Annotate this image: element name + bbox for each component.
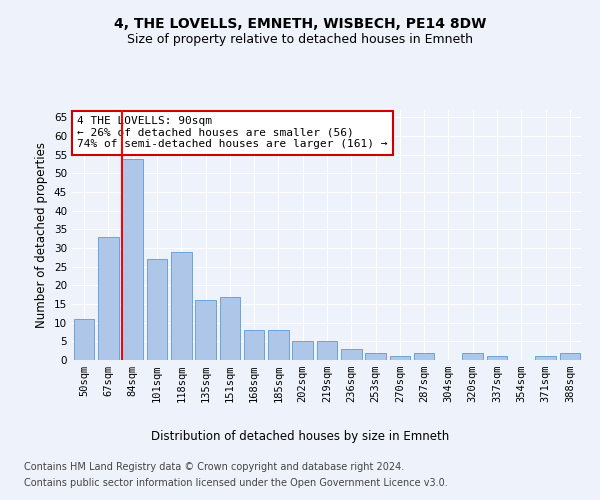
Bar: [268, 330, 289, 360]
Y-axis label: Number of detached properties: Number of detached properties: [35, 142, 49, 328]
Bar: [365, 352, 386, 360]
Bar: [560, 352, 580, 360]
Bar: [122, 158, 143, 360]
Bar: [487, 356, 508, 360]
Bar: [98, 237, 119, 360]
Text: 4 THE LOVELLS: 90sqm
← 26% of detached houses are smaller (56)
74% of semi-detac: 4 THE LOVELLS: 90sqm ← 26% of detached h…: [77, 116, 388, 150]
Bar: [414, 352, 434, 360]
Bar: [317, 342, 337, 360]
Text: Contains public sector information licensed under the Open Government Licence v3: Contains public sector information licen…: [24, 478, 448, 488]
Bar: [195, 300, 216, 360]
Bar: [341, 349, 362, 360]
Bar: [535, 356, 556, 360]
Text: Size of property relative to detached houses in Emneth: Size of property relative to detached ho…: [127, 32, 473, 46]
Text: Distribution of detached houses by size in Emneth: Distribution of detached houses by size …: [151, 430, 449, 443]
Bar: [292, 342, 313, 360]
Bar: [244, 330, 265, 360]
Bar: [220, 296, 240, 360]
Bar: [389, 356, 410, 360]
Text: Contains HM Land Registry data © Crown copyright and database right 2024.: Contains HM Land Registry data © Crown c…: [24, 462, 404, 472]
Text: 4, THE LOVELLS, EMNETH, WISBECH, PE14 8DW: 4, THE LOVELLS, EMNETH, WISBECH, PE14 8D…: [114, 18, 486, 32]
Bar: [171, 252, 191, 360]
Bar: [463, 352, 483, 360]
Bar: [74, 319, 94, 360]
Bar: [146, 260, 167, 360]
